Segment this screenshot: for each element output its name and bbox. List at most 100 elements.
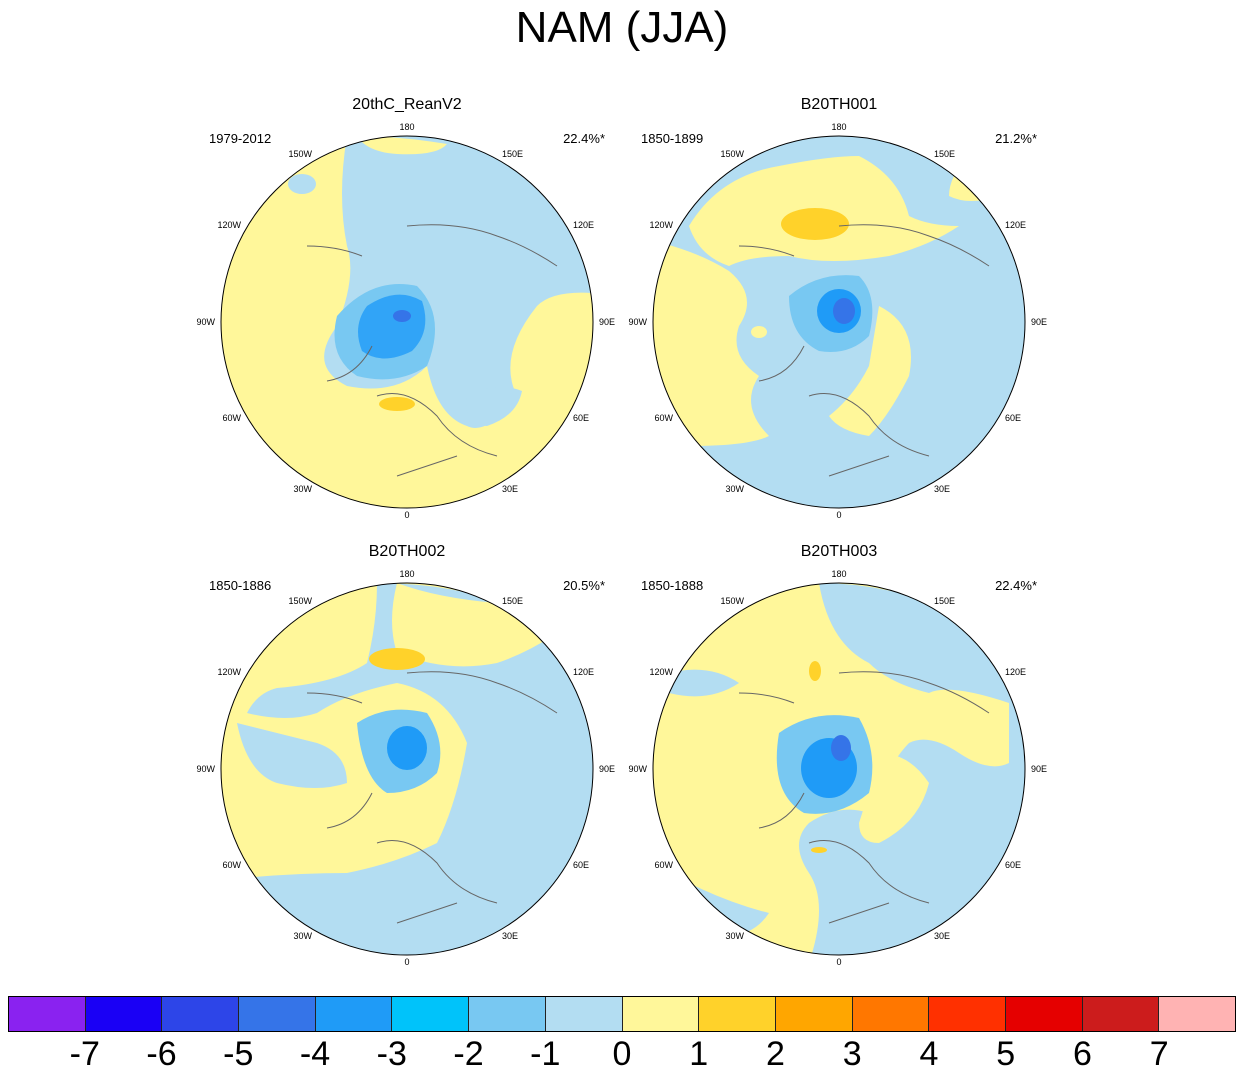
colorbar-label: 1 [689, 1035, 709, 1073]
colorbar-swatch [469, 997, 546, 1031]
panel-title: B20TH003 [800, 543, 878, 560]
svg-text:150E: 150E [502, 596, 523, 606]
colorbar-swatch [85, 997, 163, 1031]
svg-text:120E: 120E [1005, 220, 1026, 230]
svg-text:150W: 150W [720, 596, 744, 606]
svg-text:60W: 60W [222, 413, 241, 423]
panel-title: B20TH002 [368, 543, 446, 560]
svg-text:90W: 90W [196, 764, 215, 774]
colorbar-label: -5 [223, 1035, 254, 1073]
colorbar [8, 996, 1236, 1032]
panel-period: 1850-1899 [641, 131, 704, 146]
svg-text:150W: 150W [288, 596, 312, 606]
map-panel-1: 20thC_ReanV2 1979-2012 22.4%* 180 150E 1… [196, 96, 617, 520]
svg-text:60E: 60E [1005, 860, 1021, 870]
lon-label-180: 180 [399, 122, 414, 132]
svg-text:90W: 90W [628, 764, 647, 774]
colorbar-label: -6 [146, 1035, 177, 1073]
panel-explained-variance: 20.5%* [563, 578, 605, 593]
colorbar-label: -3 [376, 1035, 407, 1073]
panel-period: 1850-1888 [641, 578, 704, 593]
svg-text:30E: 30E [502, 931, 518, 941]
svg-text:90E: 90E [1031, 317, 1047, 327]
svg-text:60W: 60W [654, 860, 673, 870]
panel-title: 20thC_ReanV2 [352, 96, 462, 113]
svg-text:60E: 60E [573, 860, 589, 870]
svg-text:180: 180 [399, 569, 414, 579]
svg-text:30E: 30E [502, 484, 518, 494]
svg-text:90W: 90W [196, 317, 215, 327]
colorbar-label: 4 [919, 1035, 939, 1073]
colorbar-label: -2 [453, 1035, 484, 1073]
panel-title: B20TH001 [800, 96, 878, 113]
colorbar-label: 6 [1073, 1035, 1092, 1073]
svg-text:150W: 150W [720, 149, 744, 159]
polar-map: 180 150E 120E 90E 60E 30E 0 30W 60W 90W … [196, 569, 615, 967]
panel-period: 1979-2012 [209, 131, 272, 146]
svg-text:30W: 30W [293, 484, 312, 494]
colorbar-swatch [545, 997, 623, 1031]
svg-text:30W: 30W [293, 931, 312, 941]
svg-text:60E: 60E [573, 413, 589, 423]
colorbar-swatch [1159, 997, 1235, 1031]
colorbar-swatch [775, 997, 853, 1031]
colorbar-label: -1 [530, 1035, 561, 1073]
colorbar-swatch [1082, 997, 1160, 1031]
svg-text:120E: 120E [573, 667, 594, 677]
svg-text:120W: 120W [217, 220, 241, 230]
svg-text:30W: 30W [725, 484, 744, 494]
svg-text:60W: 60W [222, 860, 241, 870]
colorbar-label: 0 [612, 1035, 632, 1073]
polar-map: 180 150E 120E 90E 60E 30E 0 30W 60W 90W … [628, 122, 1047, 520]
svg-text:150E: 150E [934, 596, 955, 606]
svg-text:180: 180 [831, 122, 846, 132]
svg-text:0: 0 [836, 957, 841, 967]
svg-text:120W: 120W [649, 667, 673, 677]
colorbar-swatch [622, 997, 700, 1031]
polar-map: 180 150E 120E 90E 60E 30E 0 30W 60W 90W … [628, 569, 1047, 967]
colorbar-swatch [852, 997, 930, 1031]
panel-explained-variance: 21.2%* [995, 131, 1037, 146]
colorbar-swatch [315, 997, 393, 1031]
colorbar-swatch [1005, 997, 1083, 1031]
colorbar-swatch [9, 997, 86, 1031]
svg-text:90E: 90E [1031, 764, 1047, 774]
svg-text:150E: 150E [502, 149, 523, 159]
colorbar-label: 2 [766, 1035, 785, 1073]
colorbar-swatch [929, 997, 1006, 1031]
colorbar-swatch [239, 997, 316, 1031]
svg-text:120W: 120W [217, 667, 241, 677]
svg-text:30E: 30E [934, 931, 950, 941]
colorbar-label: -7 [69, 1035, 100, 1073]
svg-text:0: 0 [404, 510, 409, 520]
svg-text:60W: 60W [654, 413, 673, 423]
colorbar-swatch [162, 997, 240, 1031]
colorbar-label: 7 [1149, 1035, 1169, 1073]
polar-map: 180 150E 120E 90E 60E 30E 0 30W 60W 90W … [196, 122, 615, 520]
svg-text:150W: 150W [288, 149, 312, 159]
svg-text:90E: 90E [599, 764, 615, 774]
svg-text:180: 180 [831, 569, 846, 579]
colorbar-swatch [392, 997, 470, 1031]
svg-text:0: 0 [404, 957, 409, 967]
svg-text:60E: 60E [1005, 413, 1021, 423]
colorbar-label: 3 [842, 1035, 862, 1073]
svg-text:120E: 120E [1005, 667, 1026, 677]
main-title: NAM (JJA) [515, 3, 729, 52]
colorbar-label: -4 [299, 1035, 331, 1073]
map-panel-2: B20TH001 1850-1899 21.2%* 180 150E 120E … [628, 96, 1049, 520]
panel-period: 1850-1886 [209, 578, 272, 593]
map-panel-3: B20TH002 1850-1886 20.5%* 180 150E 120E … [196, 543, 617, 967]
svg-text:30W: 30W [725, 931, 744, 941]
svg-text:90E: 90E [599, 317, 615, 327]
svg-text:120E: 120E [573, 220, 594, 230]
colorbar-label: 5 [996, 1035, 1016, 1073]
svg-text:90W: 90W [628, 317, 647, 327]
colorbar-swatch [699, 997, 776, 1031]
svg-text:150E: 150E [934, 149, 955, 159]
svg-text:0: 0 [836, 510, 841, 520]
svg-text:30E: 30E [934, 484, 950, 494]
panel-explained-variance: 22.4%* [995, 578, 1037, 593]
map-panel-4: B20TH003 1850-1888 22.4%* 180 150E 120E … [628, 543, 1049, 967]
panel-explained-variance: 22.4%* [563, 131, 605, 146]
